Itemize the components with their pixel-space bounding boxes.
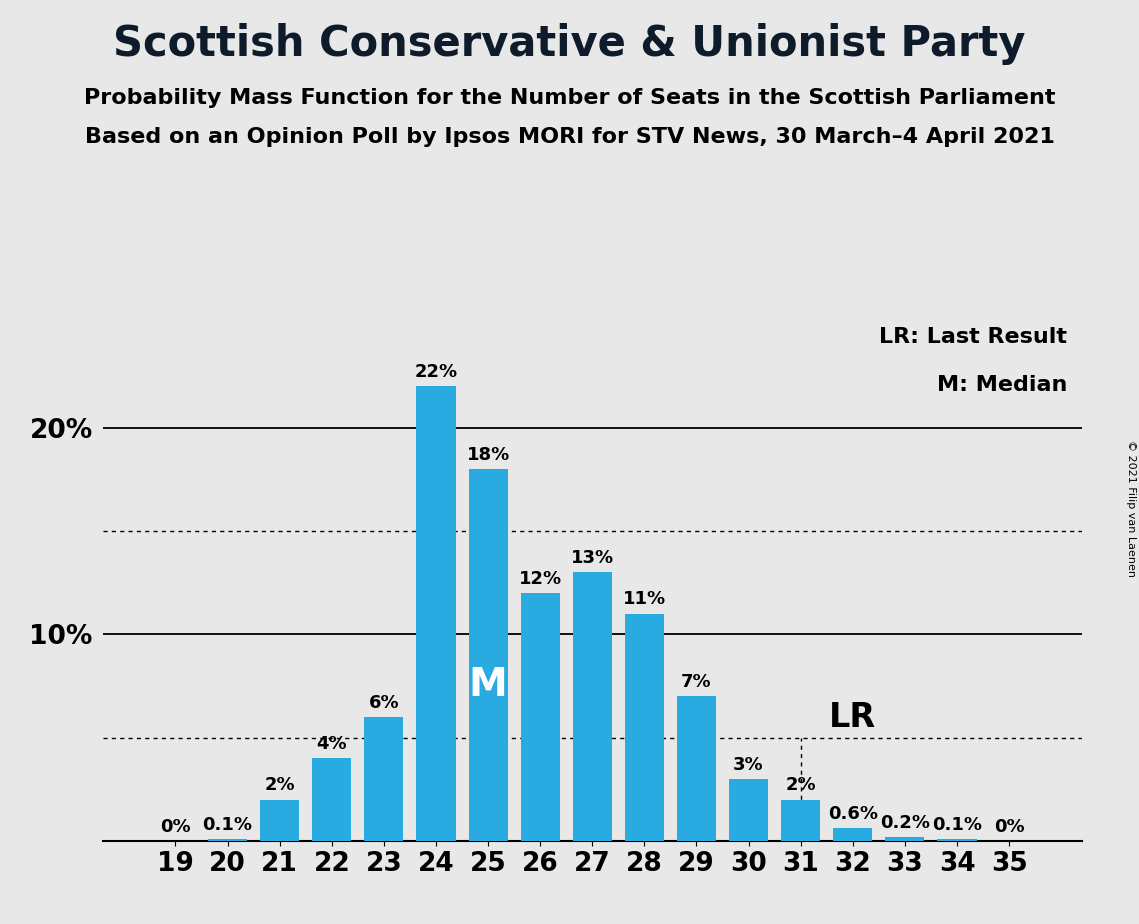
Bar <box>834 829 872 841</box>
Bar <box>677 697 716 841</box>
Text: 0.1%: 0.1% <box>932 816 982 833</box>
Bar <box>885 837 925 841</box>
Text: 0%: 0% <box>994 818 1024 835</box>
Bar <box>312 759 351 841</box>
Bar <box>625 614 664 841</box>
Text: 22%: 22% <box>415 363 458 382</box>
Text: M: M <box>469 665 508 704</box>
Bar <box>468 469 508 841</box>
Text: 2%: 2% <box>264 776 295 795</box>
Text: 0.1%: 0.1% <box>203 816 253 833</box>
Text: 7%: 7% <box>681 673 712 691</box>
Bar <box>521 593 559 841</box>
Text: 13%: 13% <box>571 549 614 567</box>
Text: 3%: 3% <box>734 756 764 773</box>
Text: LR: Last Result: LR: Last Result <box>879 327 1067 347</box>
Bar <box>573 572 612 841</box>
Text: 12%: 12% <box>518 570 562 588</box>
Bar <box>781 799 820 841</box>
Bar <box>417 386 456 841</box>
Text: 11%: 11% <box>623 590 666 609</box>
Bar <box>364 717 403 841</box>
Text: 6%: 6% <box>369 694 399 711</box>
Bar <box>260 799 300 841</box>
Bar <box>937 839 976 841</box>
Bar <box>729 779 768 841</box>
Text: 0%: 0% <box>161 818 190 835</box>
Text: 0.2%: 0.2% <box>880 813 929 832</box>
Text: Based on an Opinion Poll by Ipsos MORI for STV News, 30 March–4 April 2021: Based on an Opinion Poll by Ipsos MORI f… <box>84 127 1055 147</box>
Text: 2%: 2% <box>786 776 816 795</box>
Text: 0.6%: 0.6% <box>828 806 878 823</box>
Text: LR: LR <box>829 701 877 735</box>
Text: 4%: 4% <box>317 736 347 753</box>
Text: M: Median: M: Median <box>937 375 1067 395</box>
Text: Probability Mass Function for the Number of Seats in the Scottish Parliament: Probability Mass Function for the Number… <box>84 88 1055 108</box>
Text: © 2021 Filip van Laenen: © 2021 Filip van Laenen <box>1125 440 1136 577</box>
Text: 18%: 18% <box>467 446 509 464</box>
Text: Scottish Conservative & Unionist Party: Scottish Conservative & Unionist Party <box>113 23 1026 65</box>
Bar <box>208 839 247 841</box>
